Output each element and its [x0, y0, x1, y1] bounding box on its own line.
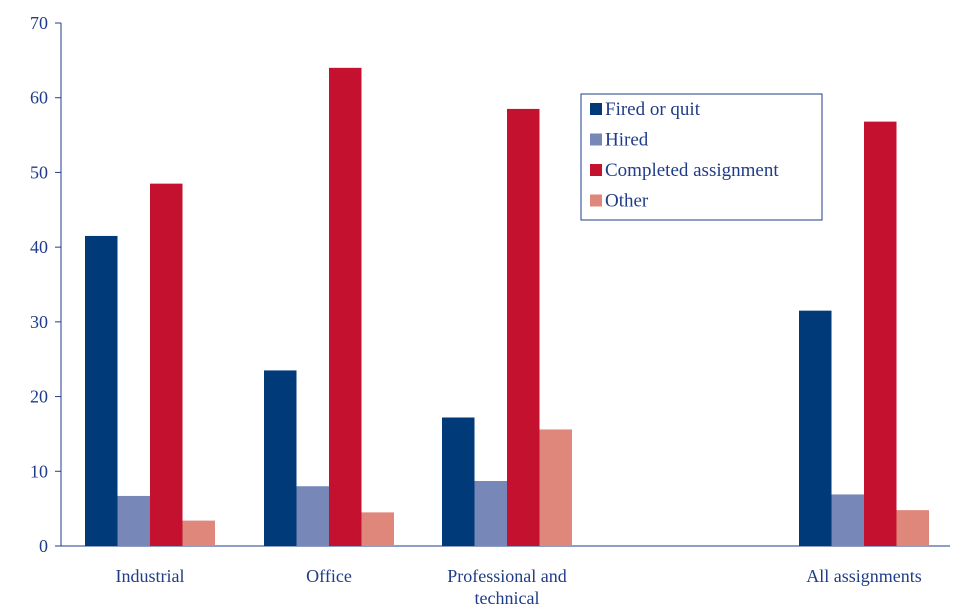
- bars: [85, 67, 929, 547]
- y-tick-label: 30: [30, 312, 48, 332]
- x-tick-label: Professional and technical: [447, 566, 566, 606]
- x-tick-label-line: Industrial: [116, 566, 185, 586]
- bar-other-professional-and-technical: [539, 429, 572, 546]
- bar-hired-office: [296, 486, 329, 546]
- legend-swatch: [590, 164, 602, 176]
- y-tick-label: 0: [39, 536, 48, 556]
- legend-label: Fired or quit: [605, 99, 701, 120]
- bar-fired-or-quit-industrial: [85, 235, 118, 546]
- y-axis: 0 10 20 30 40 50 60 70: [30, 13, 62, 556]
- bar-other-office: [361, 512, 394, 546]
- x-tick-label-line: Professional and: [447, 566, 566, 586]
- bar-other-industrial: [182, 520, 215, 546]
- bar-hired-all-assignments: [831, 494, 864, 546]
- legend: Fired or quit Hired Completed assignment Ot…: [580, 93, 823, 221]
- x-tick-label-line: Office: [306, 566, 352, 586]
- y-tick-label: 50: [30, 162, 48, 182]
- bar-completed-assignment-industrial: [150, 183, 183, 546]
- legend-swatch: [590, 194, 602, 207]
- bar-fired-or-quit-all-assignments: [799, 310, 832, 546]
- bar-fired-or-quit-office: [264, 370, 297, 546]
- bar-hired-professional-and-technical: [474, 481, 507, 546]
- bar-completed-assignment-all-assignments: [864, 121, 897, 547]
- y-tick-label: 40: [30, 237, 48, 257]
- y-tick-label: 20: [30, 387, 48, 407]
- x-tick-label: Office: [306, 566, 352, 586]
- x-tick-label-line: All assignments: [806, 566, 922, 586]
- y-tick-label: 10: [30, 461, 48, 481]
- legend-label: Hired: [605, 130, 649, 151]
- y-tick-label: 70: [30, 13, 48, 33]
- bar-other-all-assignments: [896, 510, 929, 546]
- x-tick-label: All assignments: [806, 566, 922, 586]
- bar-fired-or-quit-professional-and-technical: [442, 417, 475, 546]
- x-tick-label-line: technical: [475, 588, 540, 606]
- bar-completed-assignment-professional-and-technical: [507, 108, 540, 547]
- y-tick-label: 60: [30, 88, 48, 108]
- bar-hired-industrial: [117, 495, 150, 546]
- x-tick-label: Industrial: [116, 566, 185, 586]
- legend-swatch: [590, 103, 602, 115]
- legend-label: Other: [605, 191, 649, 212]
- bar-completed-assignment-office: [329, 67, 362, 546]
- legend-box: [580, 93, 823, 221]
- x-axis: Industrial Office Professional and technica…: [61, 545, 950, 606]
- legend-label: Completed assignment: [605, 160, 779, 181]
- legend-swatch: [590, 133, 602, 146]
